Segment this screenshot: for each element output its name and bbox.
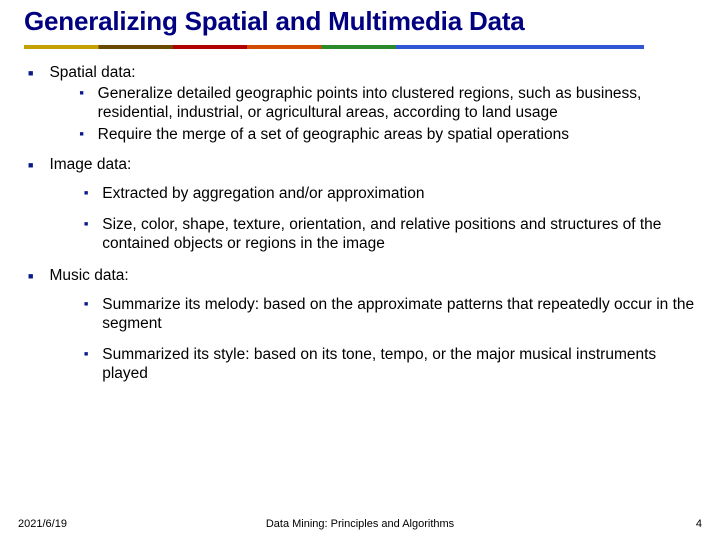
section-spatial: ■ Spatial data: ■ Generalize detailed ge… bbox=[24, 63, 696, 147]
bullet-icon: ■ bbox=[79, 90, 83, 122]
section-music: ■ Music data: bbox=[24, 266, 696, 285]
footer-center: Data Mining: Principles and Algorithms bbox=[266, 518, 454, 530]
slide-content: ■ Spatial data: ■ Generalize detailed ge… bbox=[24, 63, 696, 383]
list-item: ■ Generalize detailed geographic points … bbox=[49, 84, 696, 122]
bullet-icon: ■ bbox=[28, 68, 33, 147]
slide-title: Generalizing Spatial and Multimedia Data bbox=[24, 6, 696, 45]
list-item: ■ Summarized its style: based on its ton… bbox=[24, 345, 696, 383]
item-text: Extracted by aggregation and/or approxim… bbox=[102, 184, 696, 203]
bullet-icon: ■ bbox=[84, 190, 88, 203]
footer-date: 2021/6/19 bbox=[18, 518, 67, 530]
footer: 2021/6/19 Data Mining: Principles and Al… bbox=[0, 518, 720, 530]
item-text: Summarized its style: based on its tone,… bbox=[102, 345, 696, 383]
item-text: Summarize its melody: based on the appro… bbox=[102, 295, 696, 333]
list-item: ■ Size, color, shape, texture, orientati… bbox=[24, 215, 696, 253]
bullet-icon: ■ bbox=[84, 221, 88, 253]
section-image: ■ Image data: bbox=[24, 155, 696, 174]
list-item: ■ Summarize its melody: based on the app… bbox=[24, 295, 696, 333]
bullet-icon: ■ bbox=[84, 301, 88, 333]
list-item: ■ Require the merge of a set of geograph… bbox=[49, 125, 696, 144]
bullet-icon: ■ bbox=[84, 351, 88, 383]
section-label: Spatial data: bbox=[49, 64, 135, 81]
bullet-icon: ■ bbox=[28, 271, 33, 285]
footer-page: 4 bbox=[696, 518, 702, 530]
title-rule bbox=[24, 45, 644, 49]
slide: Generalizing Spatial and Multimedia Data… bbox=[0, 0, 720, 540]
bullet-icon: ■ bbox=[28, 160, 33, 174]
item-text: Size, color, shape, texture, orientation… bbox=[102, 215, 696, 253]
item-text: Generalize detailed geographic points in… bbox=[98, 84, 696, 122]
section-label: Image data: bbox=[49, 156, 131, 173]
item-text: Require the merge of a set of geographic… bbox=[98, 125, 696, 144]
list-item: ■ Extracted by aggregation and/or approx… bbox=[24, 184, 696, 203]
section-label: Music data: bbox=[49, 267, 128, 284]
bullet-icon: ■ bbox=[79, 131, 83, 144]
